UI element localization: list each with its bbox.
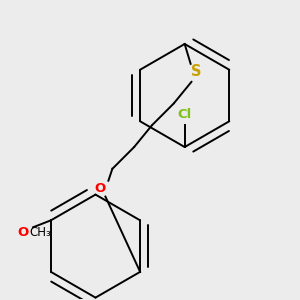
Text: O: O (95, 182, 106, 195)
Text: S: S (191, 64, 202, 79)
Text: O: O (18, 226, 29, 239)
Text: Cl: Cl (178, 108, 192, 121)
Text: CH₃: CH₃ (29, 226, 51, 239)
